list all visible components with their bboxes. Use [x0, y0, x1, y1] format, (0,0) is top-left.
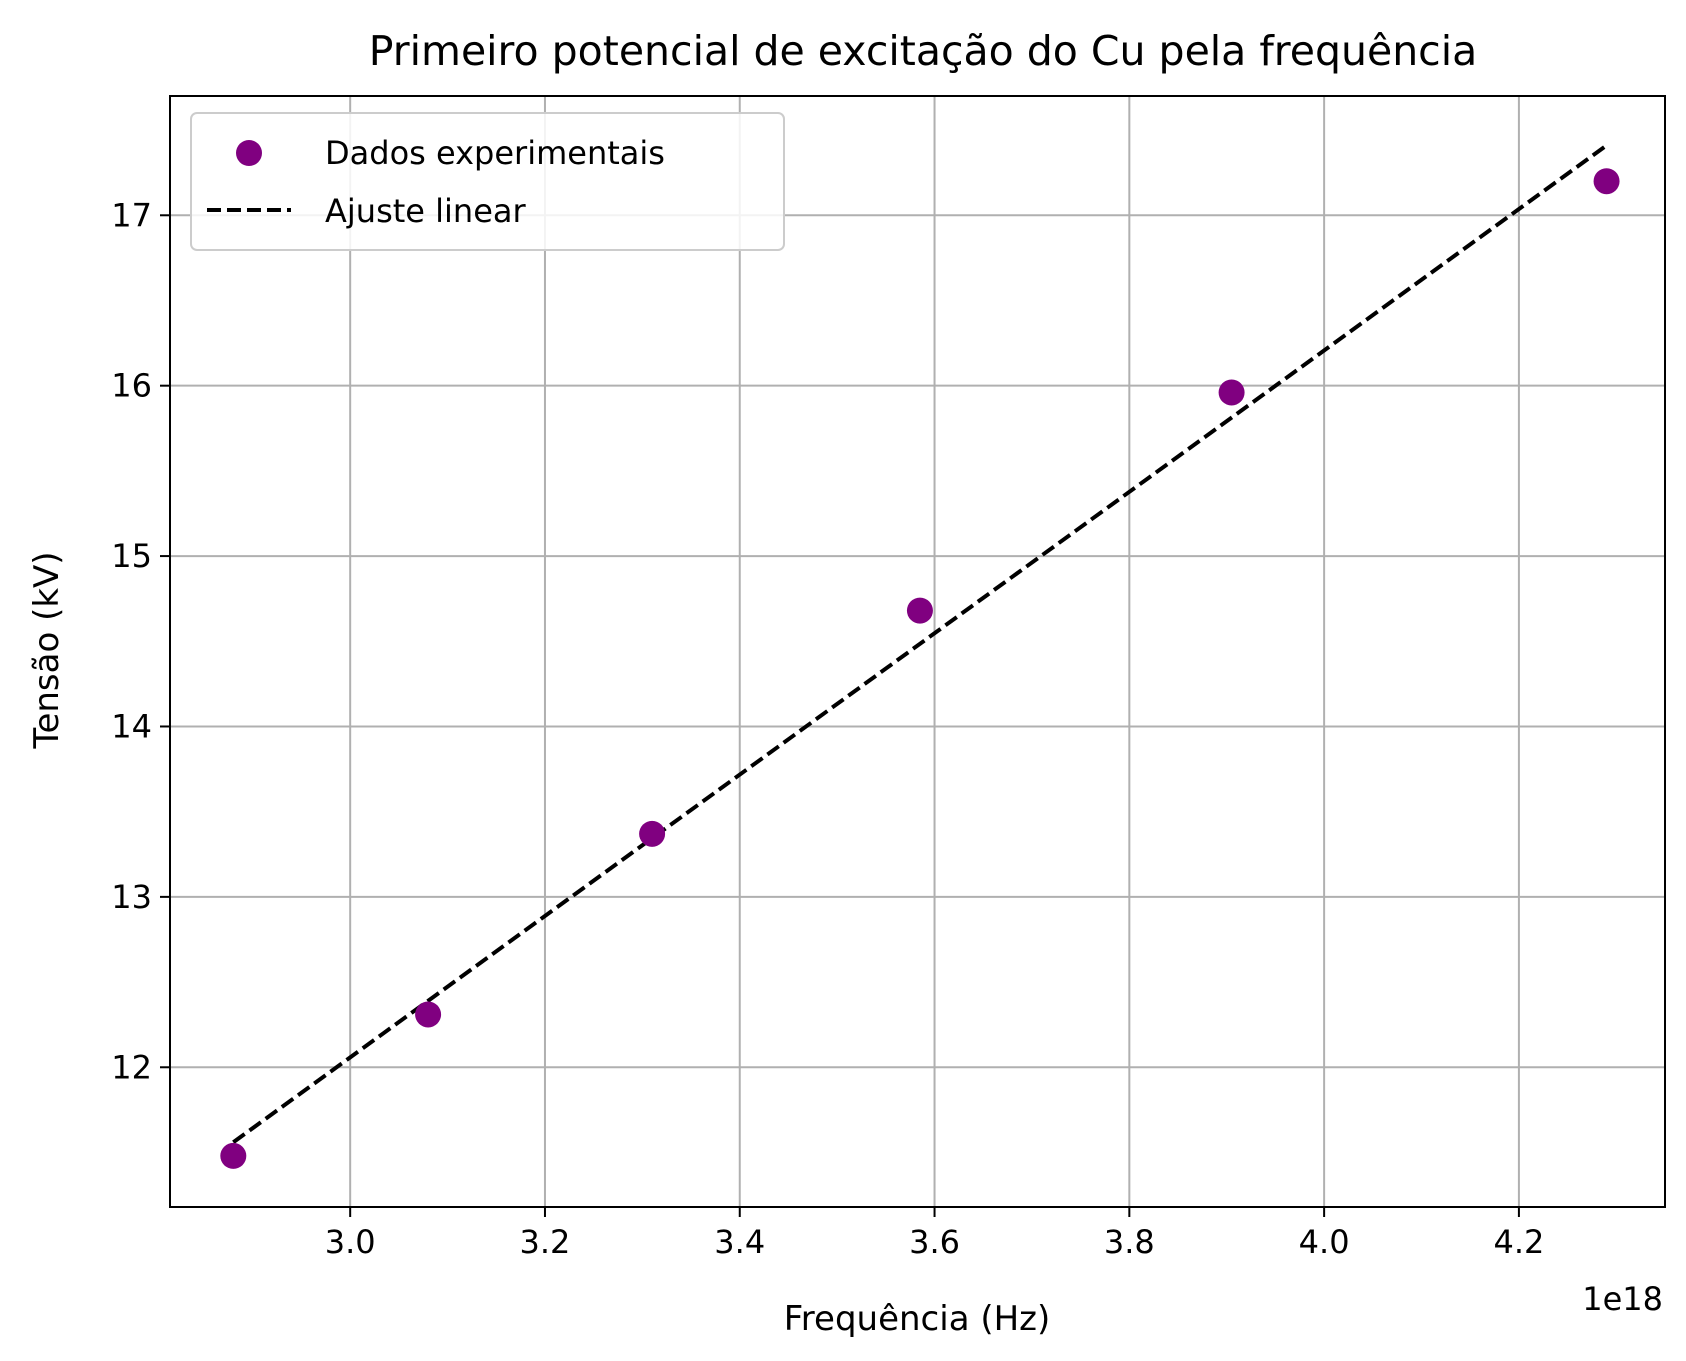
legend-marker-scatter	[236, 140, 262, 166]
grid	[170, 96, 1665, 1207]
legend-box	[190, 112, 785, 251]
y-tick-label: 17	[111, 196, 152, 234]
y-axis-label: Tensão (kV)	[27, 551, 67, 749]
y-tick-label: 14	[111, 707, 152, 745]
data-points-layer	[220, 168, 1620, 1169]
y-axis-ticks: 12 13 14 15 16 17	[111, 196, 170, 1086]
x-tick-label: 3.8	[1104, 1223, 1155, 1261]
x-tick-label: 3.2	[520, 1223, 571, 1261]
y-tick-label: 13	[111, 878, 152, 916]
x-axis-label: Frequência (Hz)	[784, 1299, 1051, 1339]
chart-title: Primeiro potencial de excitação do Cu pe…	[369, 27, 1477, 75]
data-point	[906, 597, 933, 624]
fit-line	[232, 143, 1608, 1144]
data-point	[1593, 168, 1620, 195]
y-tick-label: 12	[111, 1048, 152, 1086]
x-tick-label: 4.2	[1493, 1223, 1544, 1261]
x-axis-offset-label: 1e18	[1582, 1280, 1663, 1318]
legend-label-line: Ajuste linear	[325, 192, 527, 230]
plot-frame	[169, 95, 1666, 1208]
data-point	[220, 1142, 247, 1169]
legend: Dados experimentais Ajuste linear	[190, 112, 785, 251]
x-tick-label: 4.0	[1299, 1223, 1350, 1261]
x-tick-label: 3.4	[714, 1223, 765, 1261]
data-point	[639, 820, 666, 847]
data-point	[415, 1001, 442, 1028]
legend-label-scatter: Dados experimentais	[325, 134, 665, 172]
data-point	[1218, 379, 1245, 406]
y-tick-label: 16	[111, 367, 152, 405]
y-tick-label: 15	[111, 537, 152, 575]
x-tick-label: 3.6	[909, 1223, 960, 1261]
x-tick-label: 3.0	[325, 1223, 376, 1261]
fit-line-layer	[232, 143, 1608, 1144]
x-axis-ticks: 3.0 3.2 3.4 3.6 3.8 4.0 4.2	[325, 1207, 1544, 1261]
